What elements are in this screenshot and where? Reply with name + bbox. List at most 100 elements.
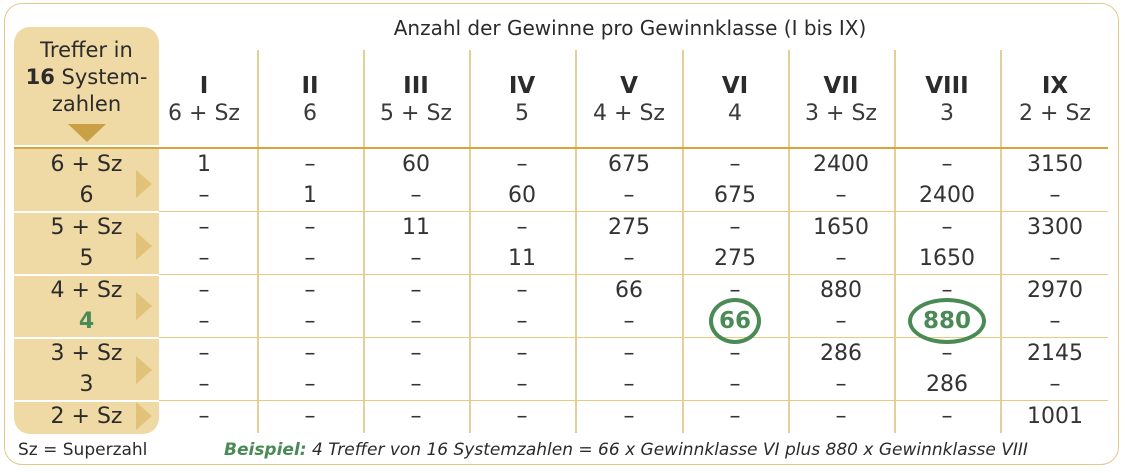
- table-cell: –: [198, 372, 210, 397]
- table-cell: –: [410, 372, 422, 397]
- table-cell: 60: [402, 152, 430, 177]
- table-cell: –: [410, 404, 422, 429]
- column-divider: [257, 50, 259, 433]
- table-cell: –: [835, 246, 847, 271]
- table-cell: –: [623, 246, 635, 271]
- class-combination: 6 + Sz: [168, 101, 240, 126]
- class-numeral: VIII: [925, 73, 969, 99]
- class-numeral: II: [301, 73, 319, 99]
- row-label: 3 + Sz: [50, 341, 123, 366]
- class-combination: 5: [515, 101, 529, 126]
- table-cell: –: [304, 309, 316, 334]
- column-header: III 5 + Sz: [366, 73, 466, 127]
- table-cell: –: [410, 183, 422, 208]
- table-cell: 275: [714, 246, 756, 271]
- group-divider: [159, 337, 1108, 338]
- class-combination: 6: [303, 101, 317, 126]
- table-cell: –: [941, 215, 953, 240]
- highlighted-cell: 66: [709, 298, 761, 344]
- table-cell: –: [198, 278, 210, 303]
- class-numeral: I: [199, 73, 209, 99]
- row-label: 5: [79, 246, 94, 271]
- table-cell: 11: [508, 246, 536, 271]
- column-divider: [575, 50, 577, 433]
- class-numeral: V: [620, 73, 638, 99]
- table-cell: –: [516, 404, 528, 429]
- column-header: IV 5: [472, 73, 572, 127]
- table-cell: –: [623, 404, 635, 429]
- column-header: IX 2 + Sz: [1005, 73, 1105, 127]
- group-divider: [159, 211, 1108, 212]
- table-cell: 286: [926, 372, 968, 397]
- column-divider: [788, 50, 790, 433]
- table-cell: –: [835, 404, 847, 429]
- table-cell: 2400: [919, 183, 975, 208]
- column-header: VII 3 + Sz: [791, 73, 891, 127]
- class-numeral: VII: [823, 73, 859, 99]
- header-divider: [14, 147, 1108, 149]
- table-cell: –: [623, 183, 635, 208]
- table-cell: 11: [402, 215, 430, 240]
- class-combination: 3 + Sz: [805, 101, 877, 126]
- table-cell: –: [198, 183, 210, 208]
- table-cell: –: [516, 309, 528, 334]
- table-cell: –: [198, 246, 210, 271]
- table-cell: 3150: [1027, 152, 1083, 177]
- table-cell: 1650: [813, 215, 869, 240]
- table-cell: –: [1049, 309, 1061, 334]
- table-cell: 675: [714, 183, 756, 208]
- table-cell: –: [835, 183, 847, 208]
- row-pointer-icon: [136, 232, 152, 260]
- class-numeral: VI: [721, 73, 749, 99]
- row-pointer-icon: [136, 292, 152, 320]
- group-divider: [159, 400, 1108, 401]
- table-cell: 1: [197, 152, 211, 177]
- row-label: 4 + Sz: [50, 278, 123, 303]
- table-cell: 3300: [1027, 215, 1083, 240]
- table-cell: –: [623, 309, 635, 334]
- table-cell: –: [729, 341, 741, 366]
- table-cell: –: [623, 341, 635, 366]
- label-divider: [14, 400, 159, 402]
- table-cell: –: [941, 152, 953, 177]
- table-cell: –: [941, 404, 953, 429]
- row-label: 3: [79, 372, 94, 397]
- column-divider: [363, 50, 365, 433]
- column-header: II 6: [260, 73, 360, 127]
- row-label-panel: [14, 149, 159, 434]
- column-divider: [682, 50, 684, 433]
- row-pointer-icon: [136, 170, 152, 198]
- group-divider: [159, 274, 1108, 275]
- row-header-line3: zahlen: [51, 92, 122, 116]
- row-pointer-icon: [136, 356, 152, 384]
- column-divider: [1000, 50, 1002, 433]
- label-divider: [14, 211, 159, 213]
- class-combination: 4: [728, 101, 742, 126]
- class-combination: 3: [940, 101, 954, 126]
- table-cell: –: [1049, 246, 1061, 271]
- table-cell: 2145: [1027, 341, 1083, 366]
- table-cell: –: [835, 309, 847, 334]
- class-numeral: IX: [1041, 73, 1069, 99]
- table-cell: –: [516, 152, 528, 177]
- table-cell: 1: [303, 183, 317, 208]
- class-combination: 2 + Sz: [1019, 101, 1091, 126]
- table-cell: –: [516, 372, 528, 397]
- table-cell: –: [410, 341, 422, 366]
- table-cell: 2970: [1027, 278, 1083, 303]
- column-divider: [469, 50, 471, 433]
- table-cell: –: [304, 152, 316, 177]
- table-cell: –: [1049, 183, 1061, 208]
- class-numeral: IV: [508, 73, 536, 99]
- row-header-line1: Treffer in: [40, 38, 133, 62]
- table-cell: 675: [608, 152, 650, 177]
- table-cell: –: [304, 372, 316, 397]
- example-note: Beispiel: 4 Treffer von 16 Systemzahlen …: [224, 440, 1028, 460]
- class-combination: 5 + Sz: [380, 101, 452, 126]
- table-cell: 880: [820, 278, 862, 303]
- down-triangle-icon: [68, 124, 106, 142]
- highlighted-cell: 880: [908, 298, 986, 344]
- column-header: VI 4: [685, 73, 785, 127]
- table-cell: –: [941, 278, 953, 303]
